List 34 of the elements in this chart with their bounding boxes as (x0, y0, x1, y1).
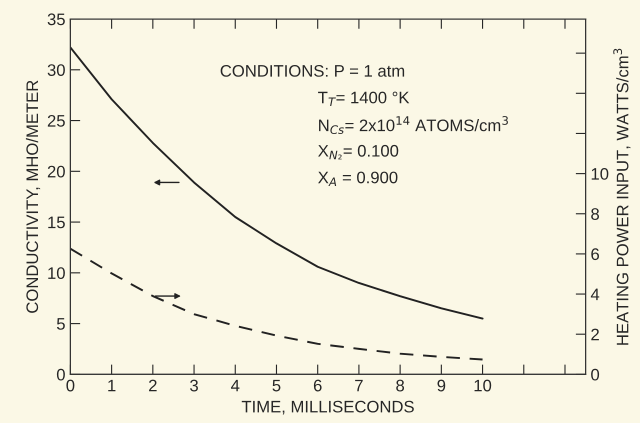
y-axis-title: CONDUCTIVITY, MHO/METER (26, 80, 40, 313)
annotation: X$_{N₂}$= 0.100 (318, 144, 398, 160)
x-tick-label: 3 (190, 380, 198, 392)
x-tick-label: 9 (437, 380, 446, 392)
y2-tick-label: 8 (591, 208, 600, 220)
y-tick-label: 30 (48, 64, 65, 76)
x-tick-label: 0 (66, 380, 74, 392)
y-tick-label: 15 (48, 216, 65, 228)
x-tick-label: 10 (474, 380, 492, 392)
y2-tick-label: 0 (591, 368, 600, 381)
x-tick-label: 6 (314, 380, 322, 392)
x-tick-label: 8 (396, 380, 404, 392)
x-tick-label: 5 (272, 380, 280, 392)
y-tick-label: 10 (48, 267, 65, 280)
y-tick-label: 5 (56, 318, 65, 330)
line-series (70, 248, 484, 360)
y2-axis-title: HEATING POWER INPUT, WATTS/cm$^{3}$ (613, 48, 630, 345)
y-tick-label: 0 (56, 368, 65, 381)
annotation: X$_{A}$ = 0.900 (318, 172, 398, 186)
y-tick-label: 20 (48, 166, 65, 178)
x-tick-label: 2 (149, 380, 157, 392)
x-tick-label: 4 (231, 380, 240, 392)
annotation: N$_{Cs}$= 2x10$^{14}$ ATOMS/cm$^{3}$ (319, 116, 508, 134)
x-axis-title: TIME, MILLISECONDS (242, 400, 414, 415)
annotation: CONDITIONS: P = 1 atm (220, 65, 404, 77)
y2-tick-label: 2 (591, 328, 599, 340)
x-tick-label: 7 (355, 380, 363, 392)
y-tick-label: 25 (48, 114, 65, 127)
y2-tick-label: 10 (592, 168, 608, 180)
annotation: T$_{T}$= 1400 °K (318, 92, 410, 106)
x-tick-label: 1 (108, 380, 116, 392)
y2-tick-label: 6 (591, 248, 599, 260)
y-tick-label: 35 (48, 13, 65, 26)
y2-tick-label: 4 (590, 288, 600, 300)
